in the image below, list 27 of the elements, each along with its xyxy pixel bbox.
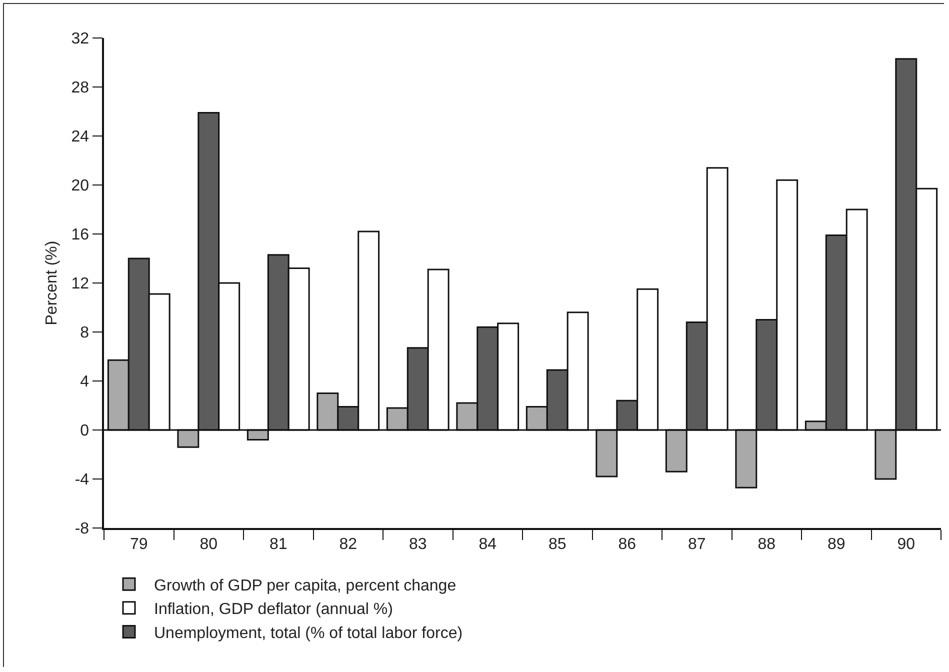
legend-label: Inflation, GDP deflator (annual %) [154,601,393,618]
x-tick-label: 81 [269,536,288,553]
x-tick-label: 79 [130,536,148,553]
y-tick-label: 12 [71,276,90,293]
x-tick-label: 82 [339,536,358,553]
y-tick-label: 20 [71,178,90,195]
y-tick-label: 16 [71,226,90,244]
y-tick-label: -8 [74,520,90,538]
x-tick-label: 90 [897,536,916,553]
x-tick-label: 84 [478,536,497,553]
x-tick-label: 85 [548,536,566,553]
y-tick-label: 32 [71,30,90,48]
legend-label: Growth of GDP per capita, percent change [154,577,456,594]
x-tick-label: 87 [688,536,706,553]
y-tick-label: 24 [71,128,90,146]
y-tick-label: 4 [80,374,90,391]
y-axis-title: Percent (%) [44,240,61,326]
y-tick-label: 8 [80,324,90,342]
x-tick-label: 80 [200,536,218,553]
y-tick-label: 0 [80,422,90,440]
x-tick-label: 83 [408,536,427,553]
x-tick-label: 89 [827,536,846,553]
legend-label: Unemployment, total (% of total labor force) [154,624,463,642]
x-tick-label: 86 [618,536,636,553]
y-tick-label: -4 [74,472,90,489]
x-tick-label: 88 [758,536,776,553]
y-tick-label: 28 [71,80,90,97]
